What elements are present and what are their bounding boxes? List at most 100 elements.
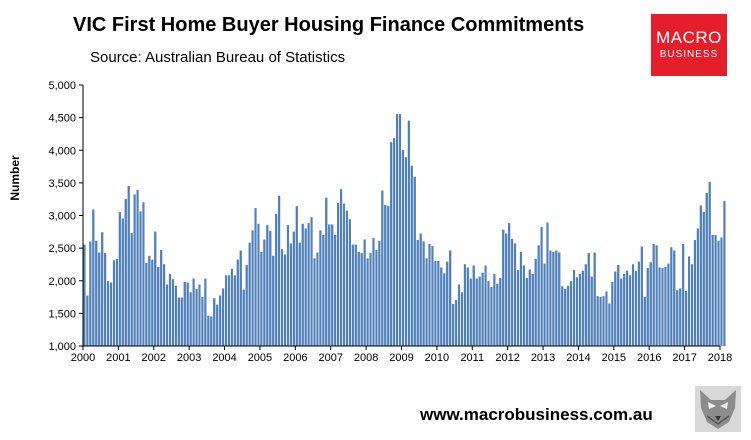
- x-tick-label: 2016: [637, 352, 661, 364]
- bar-128: [460, 292, 464, 347]
- bar-156: [543, 263, 546, 347]
- bar-151: [528, 269, 531, 347]
- bar-162: [561, 286, 564, 347]
- bar-119: [434, 261, 437, 347]
- bar-116: [425, 258, 428, 347]
- bar-145: [511, 238, 514, 347]
- bar-3: [92, 209, 95, 347]
- bar-84: [331, 224, 334, 347]
- x-tick-label: 2009: [389, 352, 413, 364]
- bar-100: [378, 240, 381, 347]
- bar-163: [564, 289, 567, 347]
- bar-199: [670, 247, 673, 347]
- bar-121: [440, 267, 443, 347]
- bar-117: [428, 244, 431, 347]
- bar-174: [596, 296, 599, 347]
- bar-83: [328, 224, 331, 347]
- bar-33: [180, 297, 183, 347]
- x-tick-label: 2002: [142, 352, 166, 364]
- bar-24: [154, 231, 157, 347]
- bar-112: [413, 176, 416, 347]
- bar-129: [463, 264, 466, 347]
- bar-172: [590, 276, 593, 347]
- bar-73: [298, 242, 301, 347]
- bar-175: [599, 296, 602, 347]
- bar-165: [570, 281, 573, 347]
- bar-106: [396, 114, 399, 347]
- bar-139: [493, 274, 496, 347]
- bar-99: [375, 249, 378, 347]
- bar-167: [575, 277, 579, 347]
- bar-94: [360, 253, 363, 347]
- bar-66: [278, 195, 281, 347]
- bar-168: [578, 274, 581, 347]
- bar-207: [693, 240, 697, 347]
- y-axis: 1,000 1,500 2,000 2,500 3,000 3,500 4,000 4,500…: [48, 80, 84, 353]
- bar-7: [104, 253, 107, 347]
- bar-10: [112, 260, 116, 347]
- x-tick-label: 2012: [495, 352, 519, 364]
- bar-34: [183, 281, 186, 347]
- bar-203: [682, 244, 685, 347]
- x-tick-label: 2008: [354, 352, 378, 364]
- bar-77: [310, 217, 313, 347]
- bar-173: [593, 252, 596, 347]
- bar-52: [236, 259, 239, 347]
- bar-140: [496, 283, 499, 347]
- bar-42: [207, 315, 210, 347]
- bar-109: [404, 157, 407, 347]
- bar-105: [393, 138, 396, 347]
- bar-204: [685, 291, 688, 347]
- bar-6: [101, 232, 104, 347]
- bars-group: [83, 114, 726, 347]
- bar-31: [174, 285, 177, 347]
- x-tick-label: 2005: [248, 352, 272, 364]
- bar-5: [98, 252, 101, 347]
- y-tick-label: 2,500: [48, 243, 76, 255]
- bar-69: [286, 225, 290, 347]
- bar-15: [127, 185, 130, 347]
- bar-91: [351, 244, 354, 347]
- bar-193: [652, 244, 655, 347]
- x-tick-label: 2003: [177, 352, 201, 364]
- bar-44: [213, 298, 216, 347]
- bar-208: [696, 228, 699, 347]
- bar-136: [484, 265, 487, 347]
- bar-53: [239, 250, 242, 347]
- bar-169: [581, 270, 584, 347]
- bar-190: [643, 296, 646, 347]
- bar-217: [723, 200, 726, 347]
- bar-196: [661, 268, 664, 347]
- bar-36: [189, 292, 192, 347]
- bar-198: [667, 263, 670, 347]
- chart-source: Source: Australian Bureau of Statistics: [90, 49, 346, 66]
- y-tick-label: 5,000: [48, 80, 76, 92]
- bar-61: [263, 239, 266, 347]
- bar-92: [354, 244, 357, 347]
- bar-132: [472, 265, 475, 347]
- bar-98: [372, 238, 375, 347]
- x-tick-label: 2006: [283, 352, 307, 364]
- bar-124: [449, 250, 452, 347]
- bar-68: [283, 254, 287, 347]
- logo-line-1: MACRO: [656, 28, 722, 47]
- bar-22: [148, 255, 151, 347]
- website-url: www.macrobusiness.com.au: [420, 405, 653, 424]
- bar-160: [555, 250, 558, 347]
- bar-89: [345, 210, 349, 347]
- bar-166: [572, 270, 576, 347]
- bar-157: [546, 222, 549, 347]
- bar-189: [640, 246, 643, 347]
- bar-72: [295, 206, 298, 347]
- bar-20: [142, 202, 145, 347]
- bar-211: [705, 193, 708, 347]
- bar-212: [708, 182, 711, 347]
- y-tick-label: 2,000: [48, 276, 76, 288]
- logo-line-2: BUSINESS: [659, 49, 719, 60]
- bar-62: [266, 225, 269, 347]
- bar-130: [466, 267, 469, 347]
- bar-38: [195, 289, 198, 347]
- x-tick-label: 2000: [71, 352, 95, 364]
- bar-115: [422, 241, 425, 347]
- y-tick-label: 4,500: [48, 113, 76, 125]
